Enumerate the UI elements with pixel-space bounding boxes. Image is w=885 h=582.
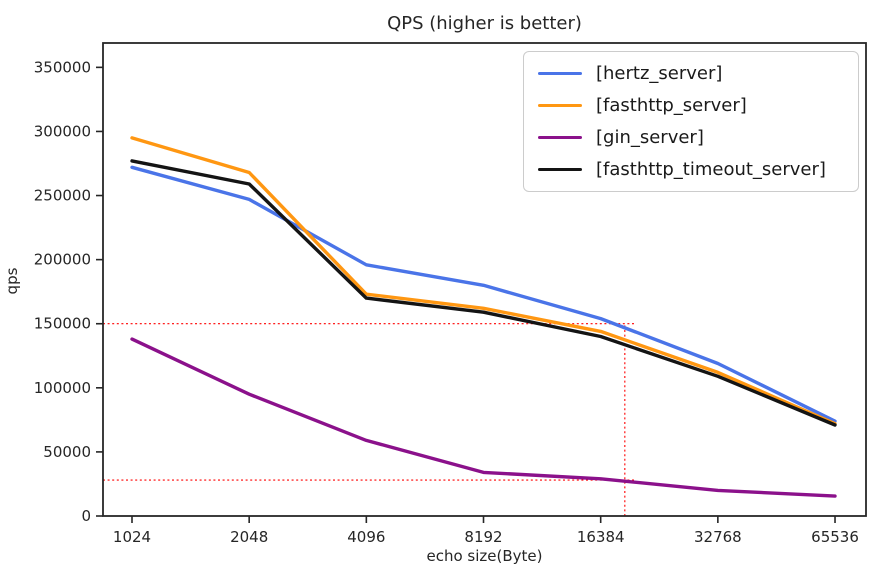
legend-label: [gin_server] <box>596 127 704 148</box>
legend: [hertz_server] [fasthttp_server] [gin_se… <box>523 51 859 192</box>
y-tick-label: 250000 <box>34 187 91 205</box>
legend-line-swatch <box>538 135 582 140</box>
y-tick-label: 50000 <box>43 443 91 461</box>
series-line-fasthttp_timeout_server <box>130 159 837 427</box>
x-axis-label: echo size(Byte) <box>426 547 543 565</box>
legend-item-fasthttp-server: [fasthttp_server] <box>538 95 844 116</box>
y-tick-label: 0 <box>81 507 91 525</box>
legend-label: [hertz_server] <box>596 63 723 84</box>
series-line-hertz_server <box>130 165 837 423</box>
y-tick-label: 150000 <box>34 315 91 333</box>
x-axis-ticks: 1024 2048 4096 8192 16384 32768 65536 <box>113 516 859 546</box>
x-tick-label: 16384 <box>577 528 625 546</box>
legend-item-fasthttp-timeout-server: [fasthttp_timeout_server] <box>538 159 844 180</box>
plot-spines <box>102 42 867 517</box>
y-tick-label: 350000 <box>34 58 91 76</box>
y-tick-label: 100000 <box>34 379 91 397</box>
chart-title: QPS (higher is better) <box>387 13 582 34</box>
legend-label: [fasthttp_server] <box>596 95 747 116</box>
series-line-fasthttp_server <box>130 136 837 426</box>
x-tick-label: 4096 <box>347 528 385 546</box>
legend-line-swatch <box>538 167 582 172</box>
legend-line-swatch <box>538 103 582 108</box>
series-line-gin_server <box>130 337 837 498</box>
legend-line-swatch <box>538 71 582 76</box>
legend-item-hertz-server: [hertz_server] <box>538 63 844 84</box>
x-tick-label: 2048 <box>230 528 268 546</box>
y-axis-label: qps <box>3 267 21 295</box>
legend-item-gin-server: [gin_server] <box>538 127 844 148</box>
x-tick-label: 65536 <box>811 528 859 546</box>
y-tick-label: 300000 <box>34 122 91 140</box>
x-tick-label: 8192 <box>464 528 502 546</box>
x-tick-label: 1024 <box>113 528 151 546</box>
annotation-lines <box>103 323 635 516</box>
y-axis-ticks: 0 50000 100000 150000 200000 250000 300000 3500… <box>34 58 103 525</box>
y-tick-label: 200000 <box>34 251 91 269</box>
legend-label: [fasthttp_timeout_server] <box>596 159 826 180</box>
x-tick-label: 32768 <box>694 528 742 546</box>
